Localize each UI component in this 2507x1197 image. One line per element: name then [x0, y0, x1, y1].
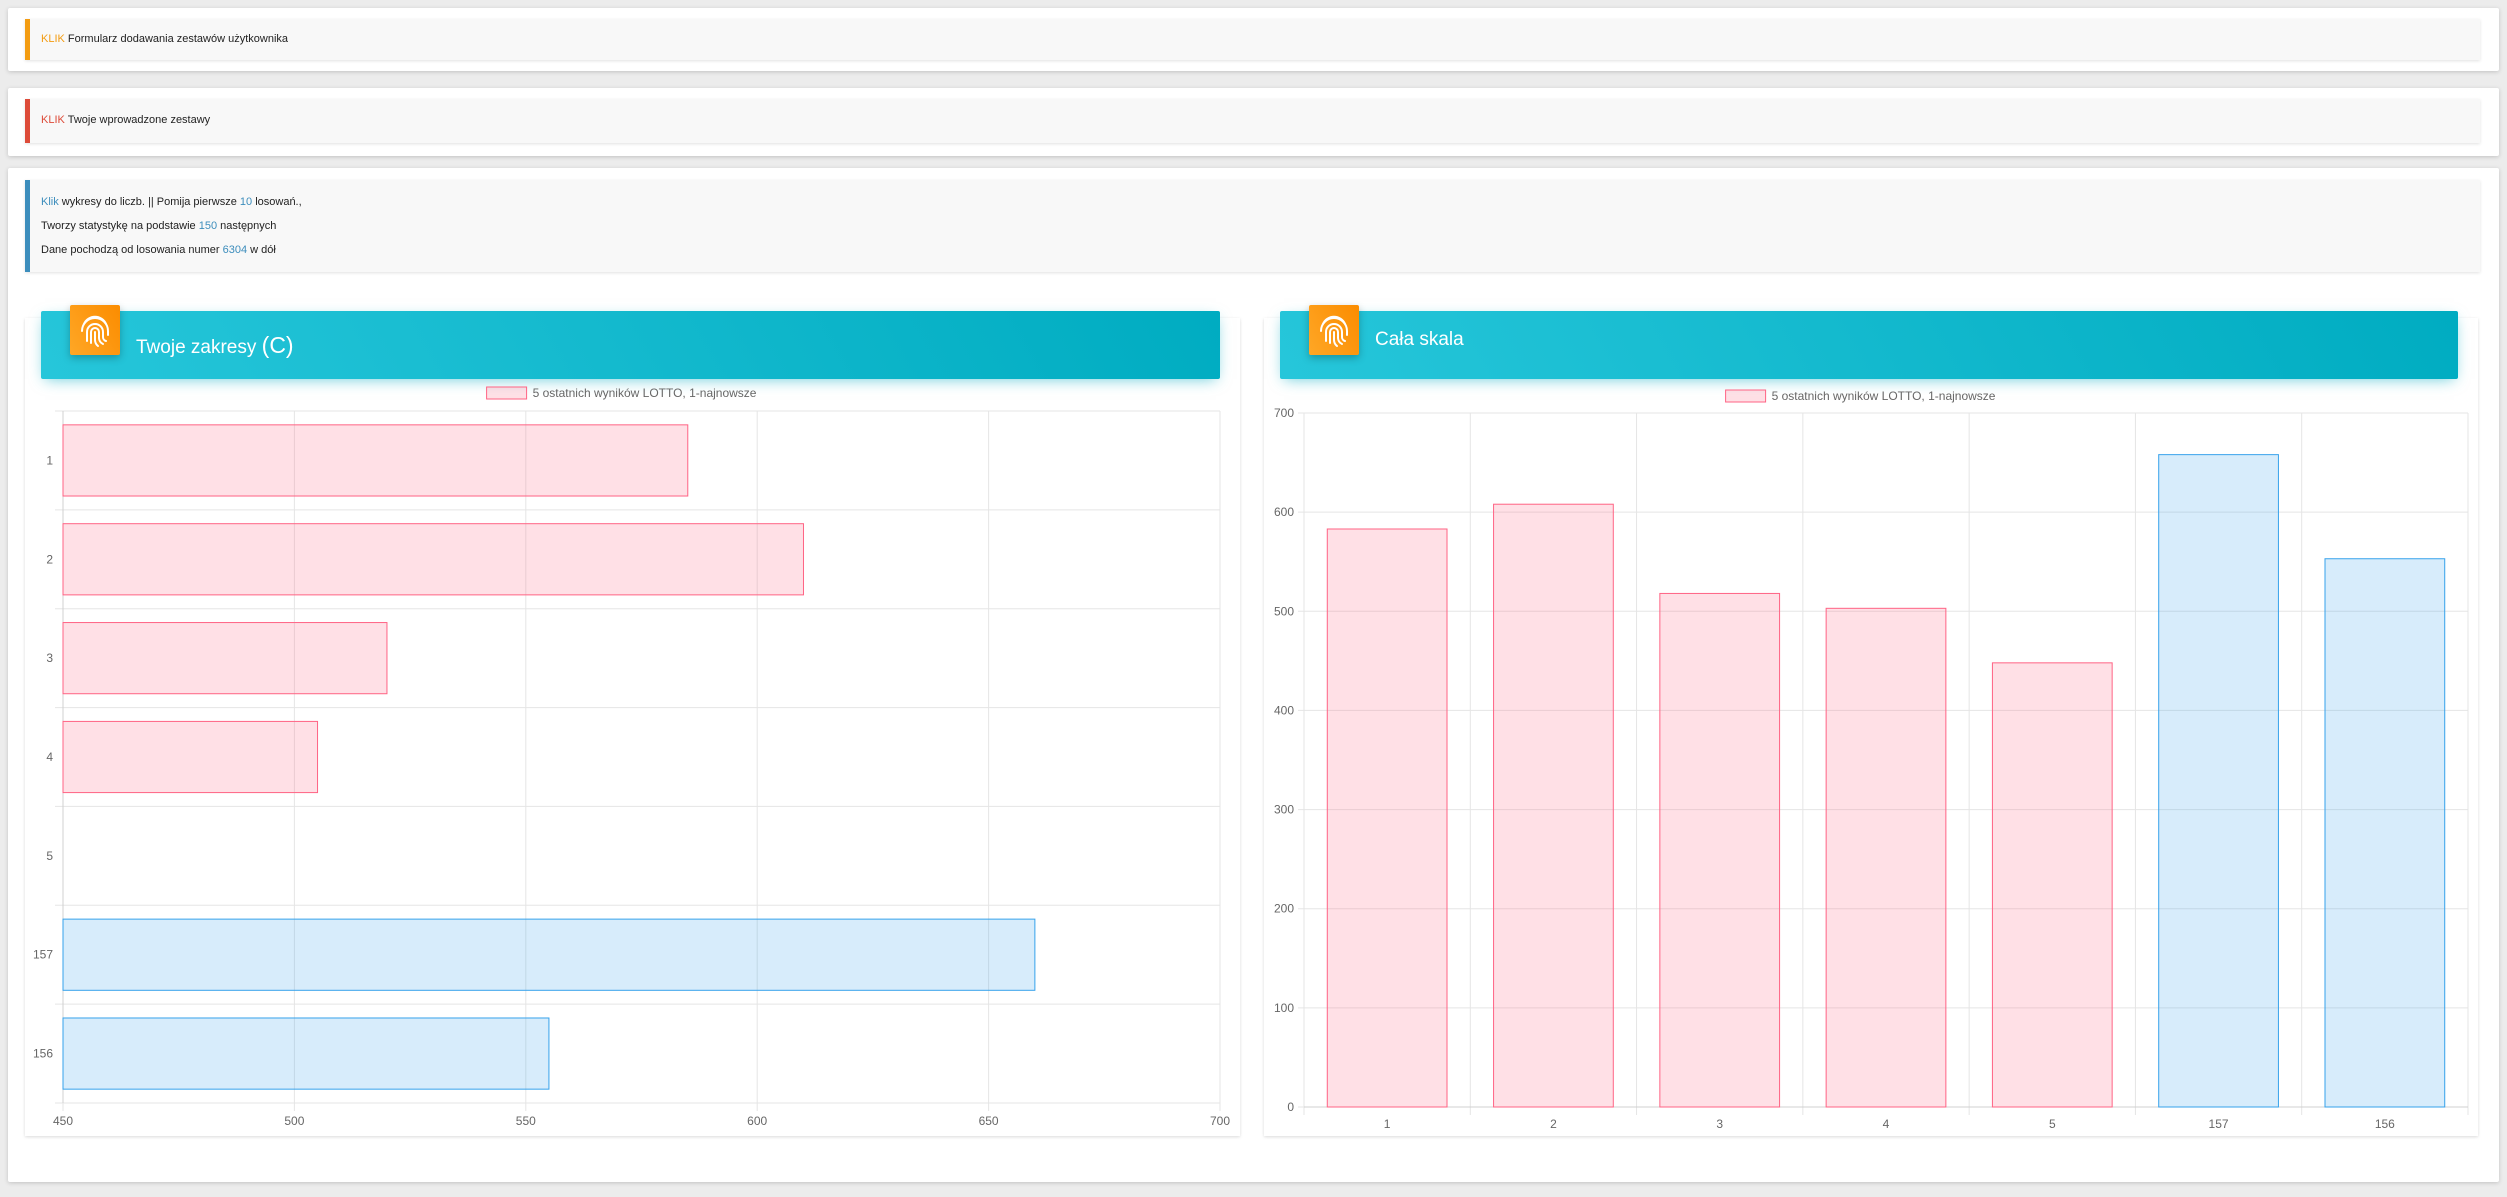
callout-accent-bar	[25, 99, 30, 143]
bar-3	[62, 622, 388, 695]
info-text: Tworzy statystykę na podstawie	[41, 220, 199, 232]
fingerprint-icon	[1309, 305, 1359, 355]
ranges-card-title: Twoje zakresy (C)	[136, 332, 294, 358]
sample-count: 150	[198, 220, 218, 232]
y-tick-label: 4	[46, 750, 53, 764]
x-tick-label: 1	[1384, 1117, 1391, 1131]
sets-callout: KLIK Twoje wprowadzone zestawy	[25, 99, 2480, 143]
legend-label: 5 ostatnich wyników LOTTO, 1-najnowsze	[533, 386, 757, 400]
x-tick-label: 3	[1716, 1117, 1723, 1131]
y-tick-label: 1	[46, 453, 53, 467]
info-text: w dół	[247, 244, 276, 256]
info-text: wykresy do liczb. || Pomija pierwsze	[58, 196, 240, 208]
x-tick-label: 156	[2375, 1117, 2395, 1131]
sets-callout-text: KLIK Twoje wprowadzone zestawy	[41, 114, 210, 126]
x-tick-label: 5	[2049, 1117, 2056, 1131]
y-tick-label: 156	[33, 1047, 53, 1061]
skip-count: 10	[239, 196, 253, 208]
x-tick-label: 450	[53, 1114, 73, 1128]
y-tick-label: 157	[33, 948, 53, 962]
ranges-card-header: Twoje zakresy (C)	[41, 311, 1220, 379]
bar-1	[62, 424, 689, 497]
y-tick-label: 700	[1274, 406, 1294, 420]
info-callout: Klik wykresy do liczb. || Pomija pierwsz…	[25, 180, 2480, 272]
x-tick-label: 157	[2209, 1117, 2229, 1131]
y-tick-label: 600	[1274, 505, 1294, 519]
y-tick-label: 100	[1274, 1001, 1294, 1015]
sets-label: Twoje wprowadzone zestawy	[64, 114, 211, 126]
bar-156	[2324, 558, 2446, 1108]
x-tick-label: 600	[747, 1114, 767, 1128]
bar-157	[2158, 454, 2279, 1108]
info-line-3: Dane pochodzą od losowania numer 6304 w …	[41, 244, 276, 256]
bar-4	[62, 720, 319, 794]
scale-card-header: Cała skala	[1280, 311, 2458, 379]
x-tick-label: 2	[1550, 1117, 1557, 1131]
x-tick-label: 550	[516, 1114, 536, 1128]
fingerprint-icon	[70, 305, 120, 355]
info-line-1: Klik wykresy do liczb. || Pomija pierwsz…	[41, 196, 302, 208]
x-tick-label: 500	[284, 1114, 304, 1128]
info-text: Dane pochodzą od losowania numer	[41, 244, 223, 256]
info-text: następnych	[217, 220, 277, 232]
bar-1	[1326, 528, 1448, 1108]
bar-2	[1493, 503, 1614, 1108]
ranges-bar-chart: 5 ostatnich wyników LOTTO, 1-najnowsze45…	[33, 386, 1230, 1128]
bar-157	[62, 918, 1036, 991]
scale-card: Cała skala 5 ostatnich wyników LOTTO, 1-…	[1264, 305, 2478, 1136]
y-tick-label: 2	[46, 552, 53, 566]
callout-accent-bar	[25, 180, 30, 272]
chart-legend: 5 ostatnich wyników LOTTO, 1-najnowsze	[486, 386, 757, 400]
legend-swatch	[486, 386, 528, 400]
chart-legend: 5 ostatnich wyników LOTTO, 1-najnowsze	[1725, 389, 1996, 403]
form-callout: KLIK Formularz dodawania zestawów użytko…	[25, 19, 2480, 60]
form-panel: KLIK Formularz dodawania zestawów użytko…	[8, 8, 2499, 71]
bar-2	[62, 523, 804, 596]
draw-number: 6304	[222, 244, 248, 256]
y-tick-label: 500	[1274, 604, 1294, 618]
x-tick-label: 650	[979, 1114, 999, 1128]
info-text: losowań.,	[252, 196, 302, 208]
bar-4	[1825, 607, 1947, 1108]
legend-swatch	[1725, 389, 1767, 403]
x-tick-label: 700	[1210, 1114, 1230, 1128]
info-line-2: Tworzy statystykę na podstawie 150 nastę…	[41, 220, 276, 232]
y-tick-label: 0	[1287, 1100, 1294, 1114]
ranges-card: Twoje zakresy (C) 5 ostatnich wyników LO…	[25, 305, 1240, 1136]
callout-accent-bar	[25, 19, 30, 60]
charts-link[interactable]: Klik	[41, 196, 59, 208]
sets-panel: KLIK Twoje wprowadzone zestawy	[8, 88, 2499, 156]
bar-156	[62, 1017, 550, 1090]
y-tick-label: 400	[1274, 703, 1294, 717]
scale-card-title: Cała skala	[1375, 329, 1464, 350]
x-tick-label: 4	[1883, 1117, 1890, 1131]
y-tick-label: 5	[46, 849, 53, 863]
scale-bar-chart: 5 ostatnich wyników LOTTO, 1-najnowsze 0 1…	[1274, 389, 2469, 1131]
legend-label: 5 ostatnich wyników LOTTO, 1-najnowsze	[1772, 389, 1996, 403]
y-tick-label: 3	[46, 651, 53, 665]
y-tick-label: 300	[1274, 803, 1294, 817]
bar-5	[1991, 662, 2113, 1108]
form-link[interactable]: KLIK	[41, 33, 65, 45]
sets-link[interactable]: KLIK	[41, 114, 65, 126]
form-label: Formularz dodawania zestawów użytkownika	[64, 33, 289, 45]
form-callout-text: KLIK Formularz dodawania zestawów użytko…	[41, 33, 288, 45]
bar-3	[1659, 592, 1781, 1108]
y-tick-label: 200	[1274, 902, 1294, 916]
